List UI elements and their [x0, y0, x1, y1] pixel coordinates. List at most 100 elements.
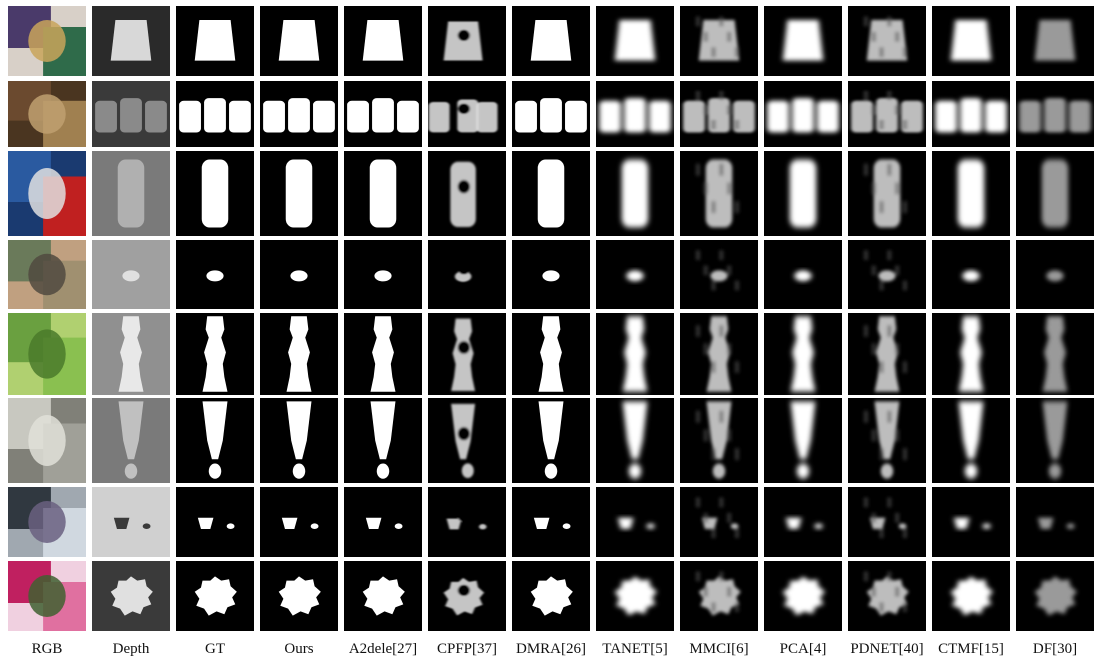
noise-patch: [863, 163, 869, 176]
cell-row-baskets-df: [1016, 81, 1094, 147]
photo-region: [28, 329, 66, 379]
saliency-region: [1042, 316, 1068, 392]
saliency-region: [950, 20, 992, 61]
saliency-region: [614, 20, 656, 61]
map-background: [428, 487, 506, 557]
noise-patch: [726, 512, 732, 523]
noise-patch: [863, 410, 869, 423]
map-image: [428, 313, 506, 395]
saliency-region: [454, 271, 472, 282]
noise-patch: [894, 429, 900, 442]
noise-patch: [863, 16, 869, 27]
map-image: [764, 151, 842, 236]
cell-row-toy-dmra: [512, 313, 590, 395]
noise-patch: [887, 163, 892, 176]
cell-row-baskets-cpfp: [428, 81, 506, 147]
depth-image: [92, 561, 170, 631]
map-image: [344, 313, 422, 395]
saliency-region: [278, 576, 321, 616]
saliency-region: [785, 517, 802, 529]
depth-region: [142, 523, 151, 529]
saliency-region: [960, 98, 982, 133]
depth-region: [118, 316, 144, 392]
map-image: [848, 151, 926, 236]
cell-row-can-dmra: [512, 151, 590, 236]
noise-patch: [902, 361, 908, 373]
saliency-region: [286, 401, 312, 460]
noise-patch: [695, 410, 701, 423]
cell-row-can-mmci: [680, 151, 758, 236]
cell-row-baskets-depth: [92, 81, 170, 147]
saliency-region: [362, 576, 405, 616]
noise-patch: [887, 90, 892, 101]
depth-region: [124, 463, 138, 479]
map-background: [1016, 487, 1094, 557]
cell-row-glass-gt: [176, 398, 254, 483]
noise-patch: [879, 47, 884, 58]
map-image: [176, 561, 254, 631]
noise-patch: [894, 182, 900, 195]
saliency-region: [443, 577, 485, 616]
noise-patch: [894, 512, 900, 523]
depth-region: [110, 20, 152, 61]
noise-patch: [871, 105, 877, 115]
noise-patch: [726, 343, 732, 355]
cell-row-small-object-cpfp: [428, 240, 506, 309]
rgb-image: [8, 398, 86, 483]
saliency-region: [544, 463, 558, 479]
cell-row-small-object-ours: [260, 240, 338, 309]
cell-row-glass-depth: [92, 398, 170, 483]
depth-image: [92, 398, 170, 483]
saliency-region: [292, 463, 306, 479]
saliency-region: [599, 100, 621, 133]
map-image: [848, 313, 926, 395]
saliency-region: [194, 20, 236, 61]
cell-row-bowl-pdnet: [848, 487, 926, 557]
noise-patch: [902, 448, 908, 461]
cell-row-can-cpfp: [428, 151, 506, 236]
saliency-region: [208, 463, 222, 479]
cell-row-baskets-gt: [176, 81, 254, 147]
map-image: [848, 487, 926, 557]
depth-region: [122, 270, 140, 282]
missing-region: [457, 426, 471, 441]
saliency-region: [698, 20, 740, 61]
saliency-region: [814, 523, 823, 529]
noise-patch: [879, 602, 884, 613]
map-image: [680, 487, 758, 557]
cell-row-small-object-a2dele: [344, 240, 422, 309]
cell-row-toy-rgb: [8, 313, 86, 395]
photo-region: [28, 501, 66, 543]
cell-row-flower-dmra: [512, 561, 590, 631]
cell-row-baskets-dmra: [512, 81, 590, 147]
cell-row-flower-ours: [260, 561, 338, 631]
saliency-region: [1034, 576, 1077, 616]
noise-patch: [695, 90, 701, 101]
cell-row-toy-df: [1016, 313, 1094, 395]
depth-region: [110, 576, 153, 616]
noise-patch: [719, 325, 724, 337]
cell-row-can-ctmf: [932, 151, 1010, 236]
saliency-region: [542, 270, 560, 282]
noise-patch: [711, 119, 716, 130]
noise-patch: [719, 163, 724, 176]
cell-row-bowl-ctmf: [932, 487, 1010, 557]
saliency-region: [278, 20, 320, 61]
cell-row-baskets-mmci: [680, 81, 758, 147]
missing-region: [457, 340, 471, 354]
cell-row-bag-pdnet: [848, 6, 926, 76]
saliency-region: [204, 98, 226, 133]
noise-patch: [726, 182, 732, 195]
saliency-region: [394, 523, 403, 529]
noise-patch: [695, 163, 701, 176]
map-image: [176, 6, 254, 76]
cell-row-flower-mmci: [680, 561, 758, 631]
map-image: [848, 240, 926, 309]
cell-row-can-pdnet: [848, 151, 926, 236]
map-image: [512, 151, 590, 236]
saliency-region: [565, 100, 587, 133]
noise-patch: [879, 119, 884, 130]
column-label-ctmf: CTMF[15]: [938, 641, 1004, 657]
saliency-region: [397, 100, 419, 133]
map-image: [260, 81, 338, 147]
